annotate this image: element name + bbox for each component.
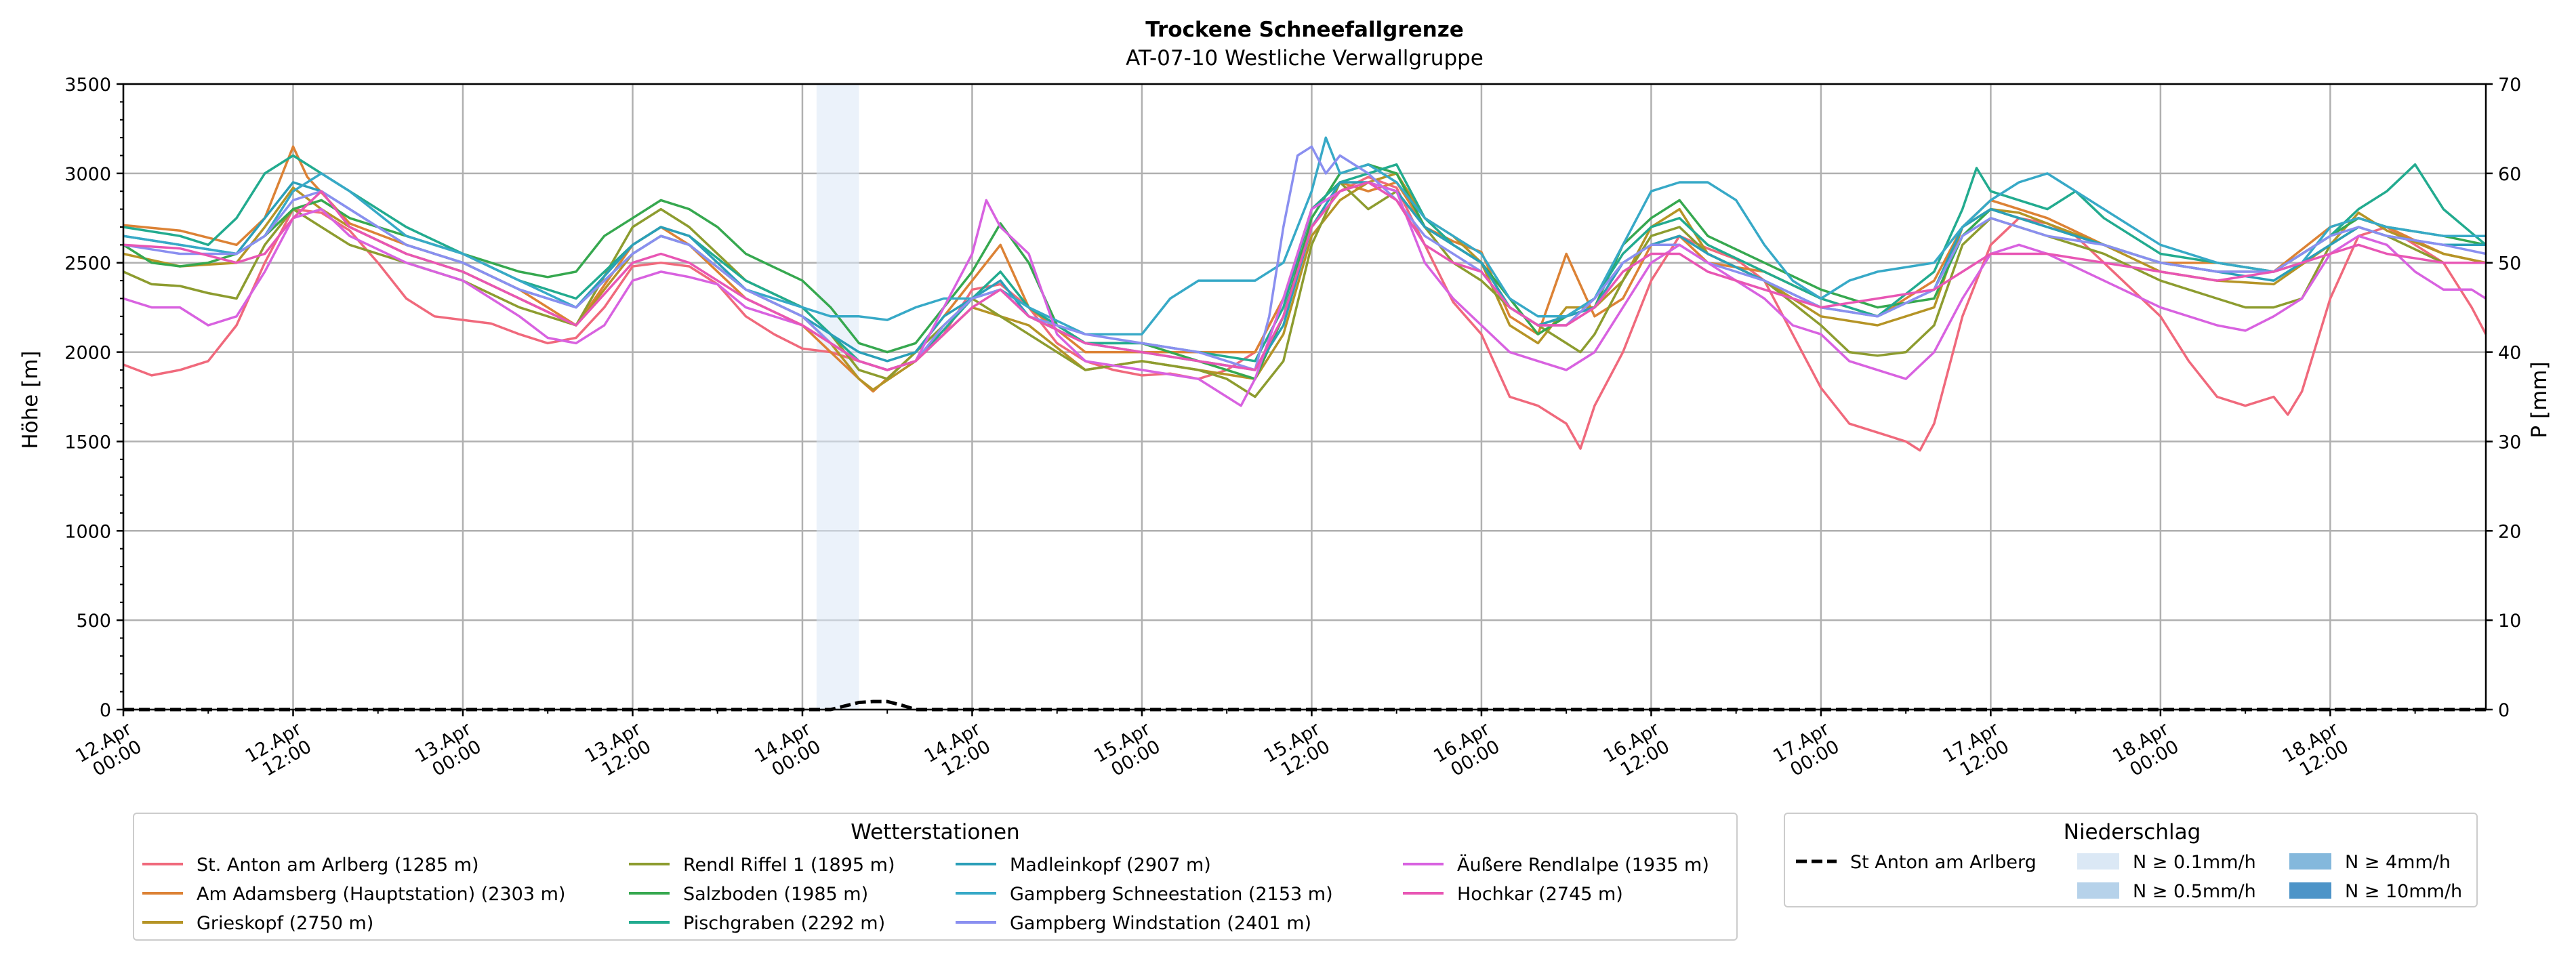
legend-label: Salzboden (1985 m) [683,884,868,905]
series-line [123,181,2487,407]
precip-legend-label: N ≥ 0.5mm/h [2133,881,2256,902]
y-tick-label: 1500 [64,432,111,453]
y-tick-label: 2000 [64,343,111,364]
x-tick-label: 17.Apr00:00 [1770,718,1843,785]
legend-label: Rendl Riffel 1 (1895 m) [683,855,895,876]
y2-tick-label: 60 [2498,164,2521,185]
legend-label: Am Adamsberg (Hauptstation) (2303 m) [197,884,565,905]
legend-label: Äußere Rendlalpe (1935 m) [1457,854,1709,876]
x-tick-label: 12.Apr12:00 [242,718,316,785]
precip-legend-swatch [2289,853,2331,870]
y2-tick-label: 40 [2498,343,2521,364]
legend-label: Madleinkopf (2907 m) [1010,855,1211,876]
y-tick-label: 0 [100,700,111,721]
precipitation-line [123,699,2486,712]
x-tick-label: 15.Apr00:00 [1090,718,1164,785]
y-axis-ticks: 0 500 1000 1500 2000 2500 3000 3500 [64,75,123,721]
y-tick-label: 1000 [64,521,111,542]
y2-axis-ticks: 0 10 20 30 40 50 60 70 [2486,75,2521,721]
x-tick-label: 13.Apr00:00 [411,718,485,785]
legend-precip-line-label: St Anton am Arlberg [1850,852,2037,873]
x-axis-ticks: 12.Apr00:00 12.Apr12:00 13.Apr00:00 13.Apr1… [72,710,2416,785]
legend-stations: Wetterstationen St. Anton am Arlberg (12… [133,813,1738,941]
x-tick-label: 16.Apr12:00 [1600,718,1674,785]
y-tick-label: 3000 [64,164,111,185]
legend-stations-frame [133,813,1738,941]
legend-precipitation: Niederschlag St Anton am Arlberg N ≥ 0.1… [1784,813,2478,907]
y-tick-label: 3500 [64,75,111,96]
y2-tick-label: 70 [2498,75,2521,96]
precip-legend-label: N ≥ 4mm/h [2345,852,2451,873]
chart-subtitle: AT-07-10 Westliche Verwallgruppe [1126,46,1484,70]
y2-tick-label: 0 [2498,700,2510,721]
x-tick-label: 12.Apr00:00 [72,718,146,785]
legend-label: Gampberg Schneestation (2153 m) [1010,884,1333,905]
series-line [123,145,2487,371]
x-tick-label: 15.Apr12:00 [1261,718,1334,785]
series-line [123,163,2487,380]
x-tick-label: 18.Apr12:00 [2279,718,2353,785]
legend-label: Hochkar (2745 m) [1457,884,1623,905]
y-tick-label: 500 [76,611,111,632]
precip-legend-swatch [2289,882,2331,899]
y-axis-label: Höhe [m] [18,350,43,449]
precip-band [816,84,859,710]
series-lines [123,136,2487,452]
y-tick-label: 2500 [64,253,111,274]
y2-tick-label: 50 [2498,253,2521,274]
chart-title: Trockene Schneefallgrenze [1145,18,1464,42]
precip-legend-swatch [2077,853,2119,870]
series-line [123,154,2487,371]
precip-line [123,699,2486,712]
precip-legend-label: N ≥ 0.1mm/h [2133,852,2256,873]
y2-tick-label: 20 [2498,521,2521,542]
series-line [123,181,2486,371]
x-tick-label: 14.Apr12:00 [921,718,995,785]
y2-axis-label: P [mm] [2527,361,2552,438]
legend-stations-title: Wetterstationen [851,820,1019,844]
legend-label: Pischgraben (2292 m) [683,913,885,934]
axes-frame [122,83,2487,711]
y2-tick-label: 30 [2498,432,2521,453]
series-line [123,176,2487,452]
x-tick-label: 18.Apr00:00 [2109,718,2183,785]
y2-tick-label: 10 [2498,611,2521,632]
precip-legend-swatch [2077,882,2119,899]
legend-precipitation-title: Niederschlag [2064,820,2201,844]
plot-area [123,84,2486,710]
legend-label: Gampberg Windstation (2401 m) [1010,913,1311,934]
legend-label: Grieskopf (2750 m) [197,913,373,934]
x-tick-label: 14.Apr00:00 [751,718,825,785]
axes [122,83,2487,711]
plot-background [123,84,2486,710]
legend-label: St. Anton am Arlberg (1285 m) [197,855,479,876]
x-tick-label: 17.Apr12:00 [1940,718,2013,785]
precipitation-bands [816,84,859,710]
x-tick-label: 13.Apr12:00 [581,718,655,785]
x-tick-label: 16.Apr00:00 [1430,718,1504,785]
precip-legend-label: N ≥ 10mm/h [2345,881,2462,902]
